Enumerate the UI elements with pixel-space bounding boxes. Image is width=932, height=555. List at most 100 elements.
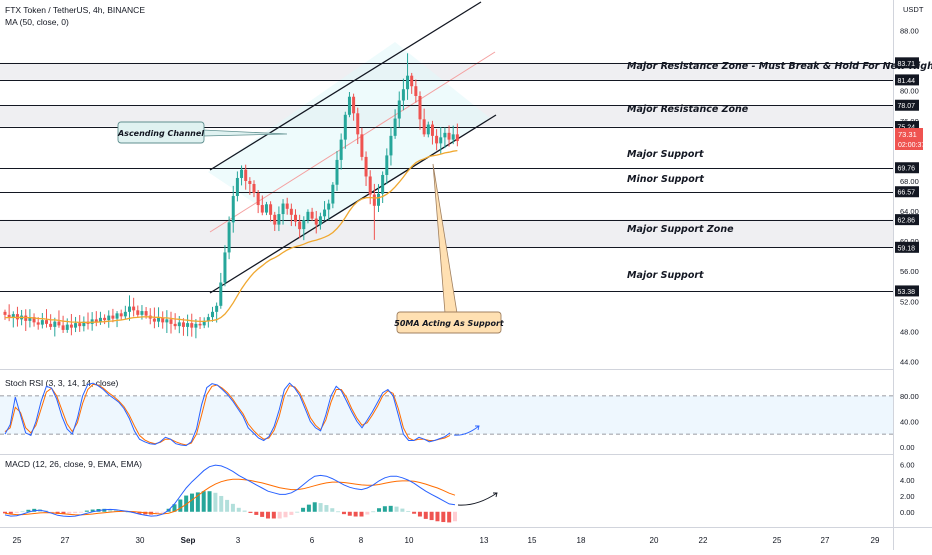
candle-body (223, 252, 227, 283)
candle-body (78, 323, 82, 327)
candle-body (211, 311, 214, 318)
time-tick-8: 13 (480, 536, 489, 545)
macd-hist-bar (78, 511, 83, 513)
macd-hist-bar (265, 511, 270, 519)
currency-label: USDT (903, 5, 924, 14)
candle-body (231, 196, 235, 223)
macd-tick-0: 6.00 (900, 460, 915, 469)
candle-body (11, 314, 15, 318)
macd-hist-bar (213, 492, 218, 512)
stoch-rsi-pane: 80.00 40.00 0.00 (0, 382, 919, 452)
candle-body (289, 208, 293, 215)
candle-body (381, 174, 385, 194)
candle-body (49, 323, 53, 327)
candle-body (352, 96, 356, 114)
candle-body (260, 205, 264, 213)
callout-box (117, 121, 205, 144)
macd-hist-bar (254, 511, 259, 515)
time-tick-6: 8 (359, 536, 364, 545)
price-tick-0: 88.00 (900, 27, 919, 36)
level-text-53: Major Support (627, 270, 704, 281)
price-axis[interactable] (893, 0, 932, 550)
channel-upper-line (209, 1, 482, 171)
level-tag-7 (895, 241, 919, 253)
candle-body (410, 75, 414, 87)
macd-hist-bar (400, 508, 405, 512)
candle-body (32, 317, 36, 323)
rsi-d-line (4, 383, 451, 446)
macd-hist-bar (225, 499, 230, 512)
candle-body (107, 315, 111, 321)
macd-hist-bar (201, 491, 206, 512)
macd-hist-bar (441, 511, 446, 523)
level-tag-text-4: 69.76 (898, 166, 916, 173)
time-tick-3: Sep (181, 536, 196, 545)
candle-body (111, 315, 115, 319)
candle-body (206, 317, 210, 321)
time-tick-10: 18 (577, 536, 586, 545)
macd-hist-bar (3, 511, 7, 514)
macd-hist-bar (84, 510, 89, 512)
price-tick-6: 56.00 (900, 267, 919, 276)
macd-hist-bar (377, 508, 382, 512)
level-tag-text-2: 78.07 (898, 103, 916, 110)
macd-hist-bar (73, 511, 78, 514)
channel-lower-line (209, 114, 497, 294)
macd-hist-bar (382, 506, 387, 512)
candle-body (173, 323, 177, 327)
candle-body (418, 95, 422, 120)
level-tag-text-1: 81.44 (898, 78, 916, 85)
bar-countdown: 02:00:37 (898, 142, 925, 149)
candle-body (69, 324, 73, 328)
macd-projection-arrow (457, 492, 498, 506)
macd-hist-bar (412, 511, 417, 514)
candle-body (132, 306, 136, 311)
candle-body (190, 323, 194, 328)
macd-hist-bar (447, 511, 452, 523)
candle-body (414, 86, 418, 96)
macd-hist-bar (417, 511, 422, 517)
macd-tick-2: 2.00 (900, 492, 915, 501)
candle-body (389, 135, 393, 156)
candle-body (372, 194, 376, 206)
time-tick-11: 20 (650, 536, 659, 545)
candle-body (7, 314, 11, 318)
candle-body (94, 319, 98, 323)
callout-50ma-support: 50MA Acting As Support (394, 319, 505, 328)
last-price-tag: 73.31 02:00:37 (895, 128, 925, 150)
macd-hist-bar (318, 503, 323, 512)
macd-pane: 6.00 4.00 2.00 0.00 (3, 460, 915, 523)
levels-layer (0, 62, 893, 293)
candle-body (128, 306, 131, 312)
stoch-rsi-legend: Stoch RSI (3, 3, 14, 14, close) (5, 378, 119, 388)
level-tag-0 (895, 57, 919, 69)
candle-body (28, 317, 32, 321)
candle-body (368, 176, 372, 195)
macd-hist-bar (207, 491, 212, 512)
macd-hist-bar (178, 499, 183, 512)
candle-body (198, 323, 202, 326)
candle-body (3, 311, 7, 315)
macd-hist-bar (330, 508, 335, 512)
macd-signal-line (4, 478, 456, 516)
time-tick-12: 22 (699, 536, 708, 545)
rsi-tick-0: 80.00 (900, 392, 919, 401)
candle-body (194, 323, 198, 328)
candle-body (98, 317, 102, 323)
candle-body (248, 180, 252, 184)
price-tick-1: 80.00 (900, 87, 919, 96)
macd-hist-bar (190, 493, 195, 512)
candle-body (53, 321, 57, 327)
rsi-projection-arrow (453, 425, 480, 436)
candle-body (169, 319, 173, 324)
zone-band-0 (0, 62, 893, 80)
rsi-k-line (4, 382, 451, 447)
macd-hist-bar (453, 511, 457, 522)
macd-hist-bar (388, 505, 393, 512)
level-tag-5 (895, 186, 919, 198)
candle-body (285, 203, 289, 209)
candle-body (74, 323, 78, 328)
callout-ascending-channel: Ascending Channel (117, 129, 204, 138)
macd-hist-bar (248, 511, 253, 513)
